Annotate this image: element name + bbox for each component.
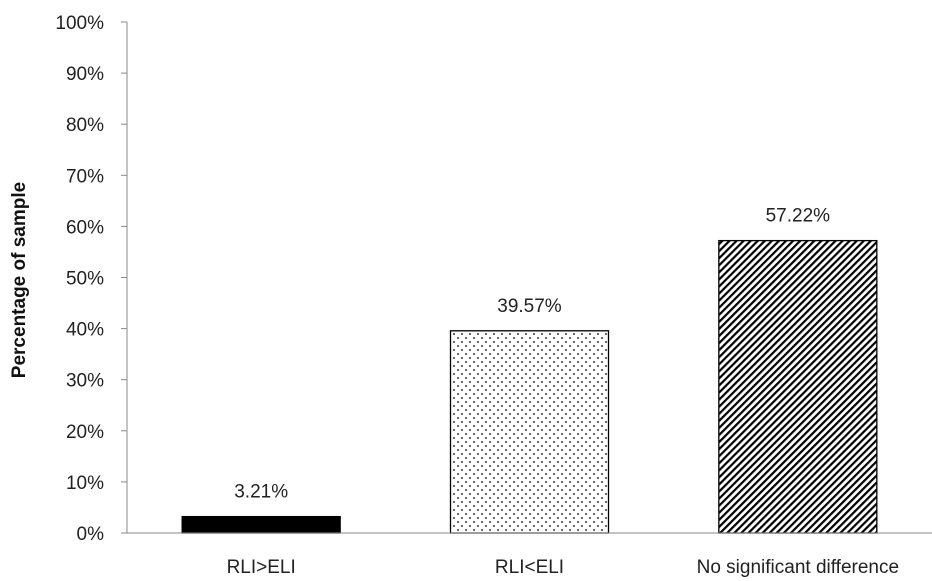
x-axis-categories: RLI>ELI RLI<ELI No significant difference — [227, 557, 899, 578]
y-tick-label: 90% — [66, 64, 104, 85]
data-label-3: 57.22% — [766, 206, 831, 227]
y-tick-label: 0% — [77, 524, 105, 545]
x-category-label-1: RLI>ELI — [227, 557, 296, 578]
bar-2 — [449, 330, 610, 534]
y-tick-label: 100% — [55, 13, 104, 34]
y-tick-label: 40% — [66, 320, 104, 341]
y-tick-label: 50% — [66, 269, 104, 290]
y-tick-label: 10% — [66, 473, 104, 494]
data-label-1: 3.21% — [234, 482, 288, 503]
y-axis-ticks: 0% 10% 20% 30% 40% 50% 60% 70% 80% 90% 100% — [55, 13, 127, 545]
data-label-2: 39.57% — [497, 296, 562, 317]
y-axis-label: Percentage of sample — [9, 182, 30, 378]
bar-3 — [718, 239, 878, 534]
x-category-label-3: No significant difference — [697, 557, 899, 578]
data-labels: 3.21% 39.57% 57.22% — [234, 206, 830, 503]
y-tick-label: 20% — [66, 422, 104, 443]
y-tick-label: 60% — [66, 217, 104, 238]
y-tick-label: 70% — [66, 166, 104, 187]
y-tick-label: 30% — [66, 371, 104, 392]
x-category-label-2: RLI<ELI — [495, 557, 564, 578]
bars — [181, 239, 878, 534]
y-tick-label: 80% — [66, 115, 104, 136]
bar-1 — [181, 515, 341, 534]
